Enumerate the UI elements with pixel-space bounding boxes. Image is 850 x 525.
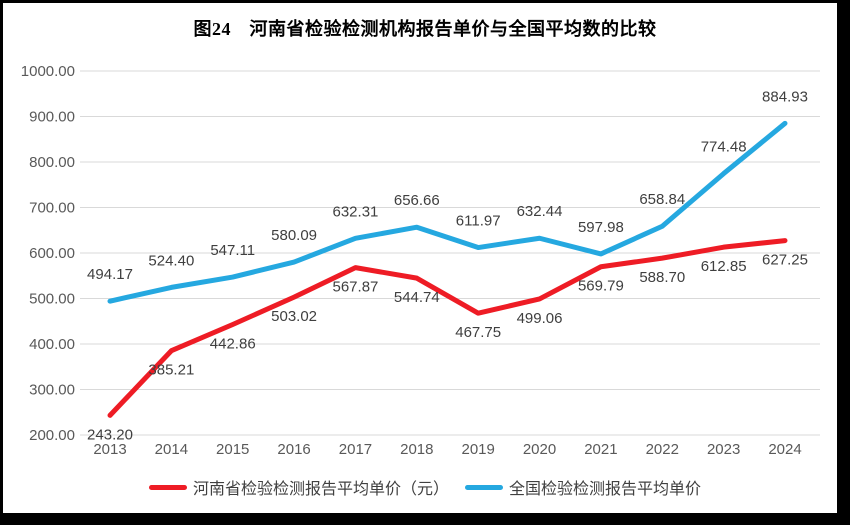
x-axis-tick-label: 2021 (584, 441, 617, 458)
legend: 河南省检验检测报告平均单价（元） 全国检验检测报告平均单价 (0, 475, 850, 499)
data-label: 658.84 (639, 191, 685, 208)
data-label: 632.31 (333, 203, 379, 220)
x-axis-tick-label: 2015 (216, 441, 249, 458)
y-axis-tick-label: 600.00 (29, 245, 75, 262)
data-label: 597.98 (578, 219, 624, 236)
x-axis-tick-label: 2023 (707, 441, 740, 458)
data-label: 884.93 (762, 88, 808, 105)
legend-label-henan: 河南省检验检测报告平均单价（元） (192, 481, 449, 498)
henan-series-line (107, 238, 788, 418)
data-label: 569.79 (578, 278, 624, 295)
x-axis-tick-label: 2019 (461, 441, 494, 458)
x-axis-tick-label: 2017 (339, 441, 372, 458)
data-label: 567.87 (333, 279, 379, 296)
data-label: 503.02 (271, 308, 317, 325)
chart-title: 图24 河南省检验检测机构报告单价与全国平均数的比较 (193, 19, 657, 39)
data-label: 580.09 (271, 227, 317, 244)
data-label: 588.70 (639, 269, 685, 286)
x-axis-tick-label: 2013 (93, 441, 126, 458)
y-axis-tick-label: 800.00 (29, 154, 75, 171)
y-axis-tick-label: 1000.00 (21, 63, 75, 80)
x-axis-tick-label: 2018 (400, 441, 433, 458)
x-axis-tick-label: 2020 (523, 441, 556, 458)
legend-swatch-national-blue-line (465, 484, 503, 490)
legend-label-national: 全国检验检测报告平均单价 (509, 481, 702, 498)
x-axis-tick-label: 2024 (768, 441, 801, 458)
data-label: 442.86 (210, 335, 256, 352)
data-label: 524.40 (148, 252, 194, 269)
y-axis-tick-label: 200.00 (29, 427, 75, 444)
data-label: 544.74 (394, 289, 440, 306)
data-label: 611.97 (456, 213, 501, 230)
y-axis-tick-label: 900.00 (29, 109, 75, 126)
data-label: 656.66 (394, 192, 440, 209)
data-label: 774.48 (701, 139, 747, 156)
data-label: 612.85 (701, 258, 747, 275)
data-label: 499.06 (517, 310, 563, 327)
legend-item-national: 全国检验检测报告平均单价 (465, 475, 701, 499)
y-axis-tick-label: 500.00 (29, 291, 75, 308)
national-series-line (107, 120, 788, 304)
legend-swatch-henan-red-line (148, 484, 187, 490)
x-axis-tick-label: 2022 (646, 441, 679, 458)
legend-item-henan: 河南省检验检测报告平均单价（元） (148, 475, 449, 499)
y-axis-tick-label: 700.00 (29, 200, 75, 217)
data-label: 494.17 (87, 266, 133, 283)
data-label: 243.20 (87, 426, 133, 443)
data-label: 632.44 (517, 203, 563, 220)
y-axis-tick-label: 300.00 (29, 382, 75, 399)
data-label: 385.21 (148, 362, 194, 379)
data-label: 547.11 (210, 242, 255, 259)
data-label: 467.75 (455, 324, 501, 341)
data-label: 627.25 (762, 252, 808, 269)
x-axis-tick-label: 2016 (277, 441, 310, 458)
x-axis-tick-label: 2014 (155, 441, 188, 458)
y-axis-tick-label: 400.00 (29, 336, 75, 353)
